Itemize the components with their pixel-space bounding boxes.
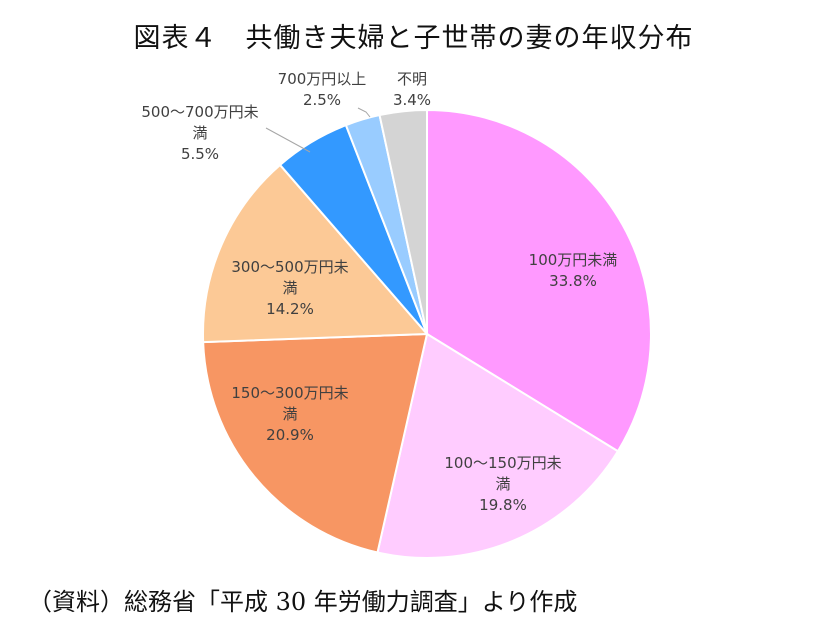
slice-percent-label: 2.5% (303, 91, 341, 109)
slice-category-label: 満 (495, 475, 510, 493)
slice-category-label: 100万円未満 (529, 251, 618, 269)
slice-percent-label: 20.9% (266, 426, 314, 444)
slice-percent-label: 5.5% (181, 145, 219, 163)
pie-slice-6 (378, 108, 428, 335)
slice-label-0: 100万円未満 33.8% (529, 251, 618, 290)
slice-category-label: 満 (282, 405, 297, 423)
slice-category-label: 500～700万円未 (141, 103, 258, 121)
slice-category-label: 100～150万円未 (444, 454, 561, 472)
slice-percent-label: 19.8% (479, 496, 527, 514)
leader-line-5 (357, 107, 371, 118)
slice-percent-label: 33.8% (549, 272, 597, 290)
slice-label-5: 700万円以上 2.5% (278, 70, 367, 109)
slice-percent-label: 14.2% (266, 300, 314, 318)
slice-category-label: 700万円以上 (278, 70, 367, 88)
pie-slice-0 (426, 108, 652, 453)
pie-slice-2 (202, 332, 429, 554)
slice-category-label: 300～500万円未 (231, 258, 348, 276)
slice-percent-label: 3.4% (393, 91, 431, 109)
source-note: （資料）総務省「平成 30 年労働力調査」より作成 (28, 588, 578, 616)
slice-label-6: 不明 3.4% (393, 70, 431, 109)
slice-category-label: 不明 (397, 70, 427, 88)
slice-category-label: 150～300万円未 (231, 384, 348, 402)
slice-category-label: 満 (192, 124, 207, 142)
pie-slice-1 (376, 332, 620, 559)
slice-category-label: 満 (282, 279, 297, 297)
leader-line-4 (265, 127, 311, 153)
chart-title: 図表４ 共働き夫婦と子世帯の妻の年収分布 (133, 23, 694, 54)
pie-slice-3 (202, 163, 430, 344)
